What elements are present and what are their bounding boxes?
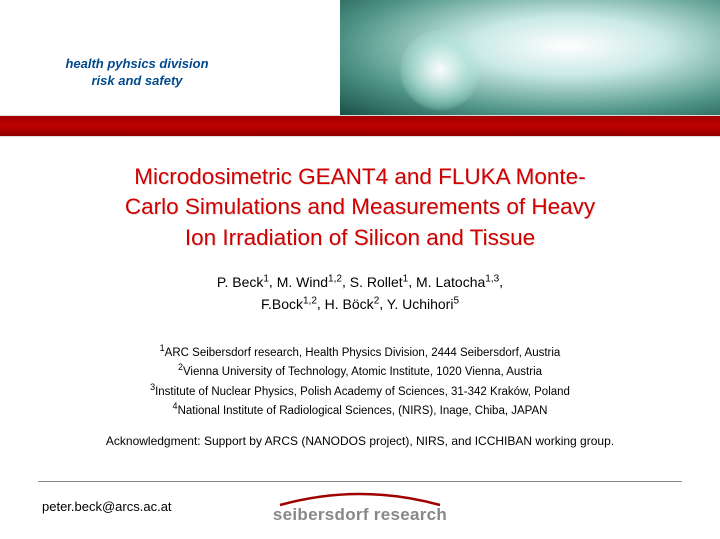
footer-divider [38, 481, 682, 482]
author: P. Beck1 [217, 274, 269, 290]
logo-arc-icon [270, 489, 450, 507]
author: H. Böck2 [325, 296, 380, 312]
title-line2: Carlo Simulations and Measurements of He… [125, 194, 595, 219]
affiliations-block: 1ARC Seibersdorf research, Health Physic… [40, 342, 680, 420]
affiliation: 1ARC Seibersdorf research, Health Physic… [40, 342, 680, 362]
author: M. Wind1,2 [277, 274, 342, 290]
logo-text: seibersdorf research [270, 505, 450, 525]
slide-title: Microdosimetric GEANT4 and FLUKA Monte- … [40, 162, 680, 253]
contact-email: peter.beck@arcs.ac.at [42, 499, 172, 514]
footer-logo: seibersdorf research [270, 489, 450, 525]
title-line3: Ion Irradiation of Silicon and Tissue [185, 225, 535, 250]
division-line1: health pyhsics division [65, 56, 208, 71]
header: health pyhsics division risk and safety [0, 0, 720, 115]
author: S. Rollet1 [350, 274, 408, 290]
affiliation: 2Vienna University of Technology, Atomic… [40, 361, 680, 381]
author: F.Bock1,2 [261, 296, 317, 312]
acknowledgment: Acknowledgment: Support by ARCS (NANODOS… [40, 434, 680, 448]
author: M. Latocha1,3 [416, 274, 499, 290]
separator-bar [0, 115, 720, 137]
slide-content: Microdosimetric GEANT4 and FLUKA Monte- … [0, 150, 720, 448]
authors-block: P. Beck1, M. Wind1,2, S. Rollet1, M. Lat… [40, 271, 680, 316]
header-graphic [340, 0, 720, 115]
footer: peter.beck@arcs.ac.at seibersdorf resear… [0, 481, 720, 539]
author: Y. Uchihori5 [387, 296, 459, 312]
title-line1: Microdosimetric GEANT4 and FLUKA Monte- [134, 164, 585, 189]
division-line2: risk and safety [91, 73, 182, 88]
division-label: health pyhsics division risk and safety [42, 56, 232, 90]
affiliation: 3Institute of Nuclear Physics, Polish Ac… [40, 381, 680, 401]
affiliation: 4National Institute of Radiological Scie… [40, 400, 680, 420]
